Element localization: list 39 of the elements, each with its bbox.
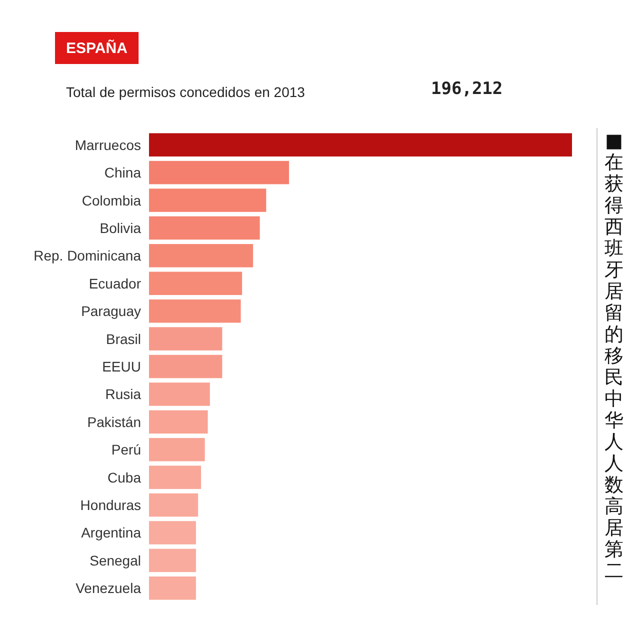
y-tick-label: Pakistán	[87, 414, 141, 430]
y-tick-label: Colombia	[82, 192, 142, 208]
y-tick-label: Perú	[111, 442, 141, 458]
title: ESPAÑA	[55, 32, 139, 64]
y-tick-label: EEUU	[102, 358, 141, 374]
y-tick-label: Argentina	[81, 524, 142, 541]
bar	[149, 133, 572, 156]
bar	[149, 299, 241, 323]
bar	[149, 466, 202, 489]
bar	[149, 354, 222, 378]
bar	[149, 521, 196, 544]
text: ■在获得西班牙居留的移民中华人人数高居第二	[604, 130, 624, 582]
bar	[149, 216, 260, 240]
y-tick-label: Rep. Dominicana	[34, 248, 142, 264]
bar	[149, 493, 198, 517]
y-tick-label: Ecuador	[88, 275, 142, 292]
bar	[149, 244, 254, 268]
bar	[149, 327, 222, 350]
y-tick-label: Paraguay	[81, 303, 141, 320]
y-tick-label: Bolivia	[100, 220, 142, 236]
y-tick-label: Rusia	[105, 386, 142, 402]
bar	[149, 188, 266, 212]
bar	[149, 160, 290, 184]
y-tick-label: Marruecos	[74, 136, 141, 153]
y-tick-label: Senegal	[90, 552, 141, 568]
chart-subtitle: Total de permisos concedidos en 2013	[66, 84, 306, 100]
bar	[149, 576, 196, 600]
y-tick-label: Venezuela	[76, 580, 142, 596]
y-tick-label: Honduras	[80, 497, 141, 514]
bar	[149, 438, 205, 462]
bar	[149, 272, 242, 296]
bar	[149, 548, 196, 572]
y-tick-label: China	[104, 164, 142, 181]
chart-title: ESPAÑA	[66, 39, 128, 57]
text: 196,212	[431, 79, 503, 99]
bar	[149, 410, 208, 434]
bar	[149, 382, 210, 406]
y-tick-label: Cuba	[108, 469, 142, 486]
y-tick-label: Brasil	[106, 330, 141, 347]
